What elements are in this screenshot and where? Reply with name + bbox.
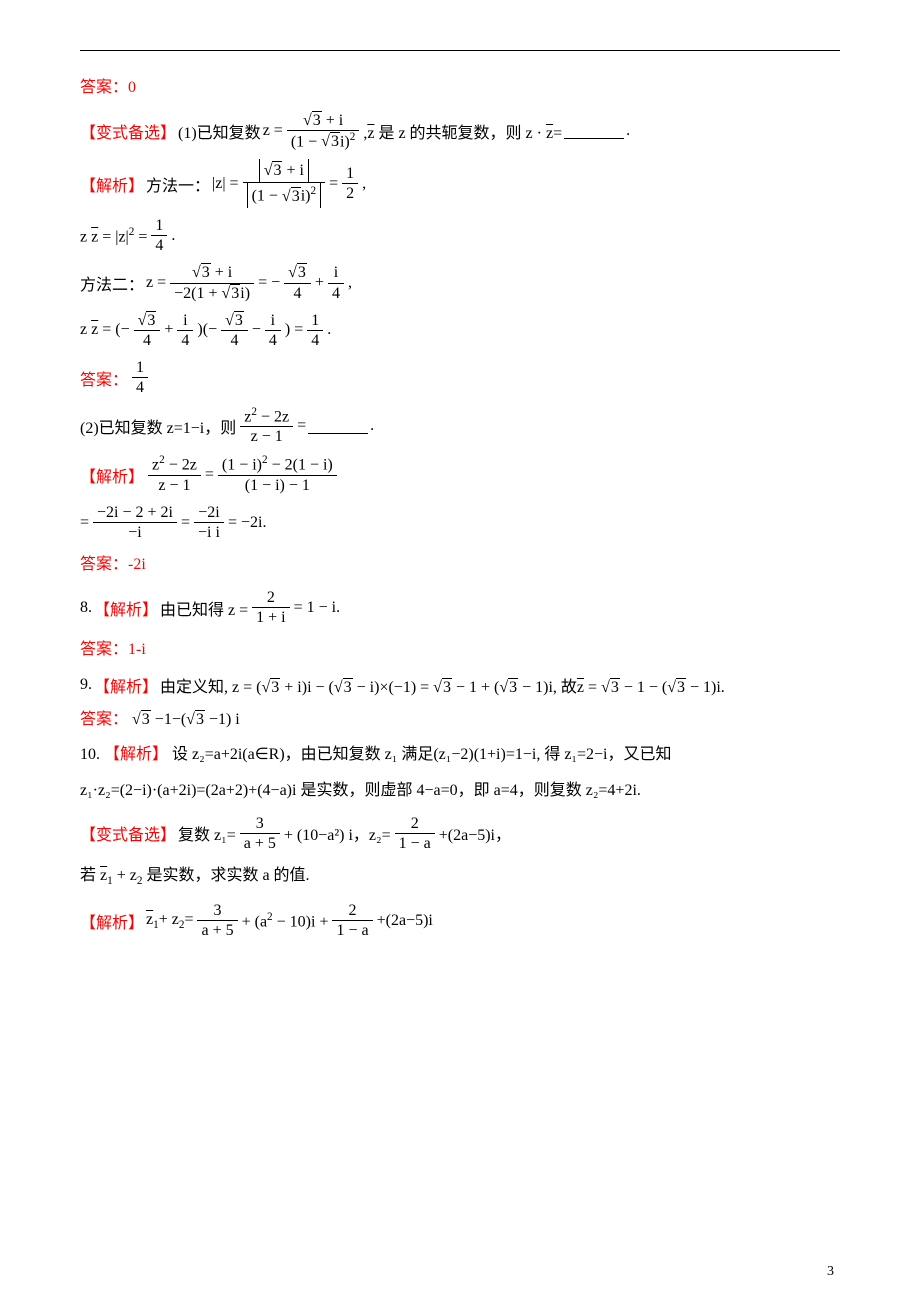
text: ,z 是 z 的共轭复数，则 z · z=: [363, 119, 562, 143]
fraction: 3 + i −2(1 + 3i): [170, 263, 254, 302]
text: + (10−a²) i，z₂=: [284, 821, 391, 845]
fraction: i4: [328, 263, 344, 302]
analysis-2: 【解析】 z2 − 2z z − 1 = (1 − i)2 − 2(1 − i)…: [80, 454, 840, 495]
fraction: (1 − i)2 − 2(1 − i) (1 − i) − 1: [218, 454, 337, 495]
text: .: [626, 122, 630, 140]
text: =: [80, 514, 89, 532]
text: +: [315, 274, 324, 292]
text: z =: [146, 274, 166, 292]
analysis-method2: 方法二： z = 3 + i −2(1 + 3i) = − 34 + i4 ,: [80, 263, 840, 302]
numerator: 3 + i: [287, 111, 360, 131]
variant-2-line1: 【变式备选】 复数 z₁= 3a + 5 + (10−a²) i，z₂= 21 …: [80, 814, 840, 853]
sqrt: 3: [303, 111, 322, 130]
text: z z = (−: [80, 321, 130, 339]
denominator: (1 − 3i)2: [243, 183, 326, 208]
text: z1+ z2=: [146, 911, 193, 931]
answer-9: 答案： 3 −1−(3 −1) i: [80, 707, 840, 733]
text: z z = |z|2 =: [80, 226, 147, 246]
text: ,: [348, 274, 352, 292]
variant-1-question: 【变式备选】 (1)已知复数 z = 3 + i (1 − 3i)2 ,z 是 …: [80, 111, 840, 152]
text: −: [252, 321, 261, 339]
blank-fill: [308, 417, 368, 434]
numerator: 3 + i: [243, 159, 326, 183]
text: z =: [263, 122, 283, 140]
variant-label: 【变式备选】: [80, 119, 176, 143]
variant-2-line2: 若 z1 + z2 是实数，求实数 a 的值.: [80, 863, 840, 891]
fraction: 12: [342, 164, 358, 203]
analysis-label: 【解析】: [94, 596, 158, 620]
text: =: [181, 514, 190, 532]
page-number: 3: [827, 1264, 834, 1280]
analysis-2b: = −2i − 2 + 2i−i = −2i−i i = −2i.: [80, 503, 840, 542]
question-9: 9. 【解析】 由定义知, z = (3 + i)i − (3 − i)×(−1…: [80, 673, 840, 697]
text: 9.: [80, 676, 92, 694]
text: 方法二：: [80, 271, 144, 295]
blank-fill: [564, 122, 624, 139]
text: 方法一：: [146, 172, 210, 196]
text: |z| =: [212, 175, 239, 193]
question-10-line2: z₁·z₂=(2−i)·(a+2i)=(2a+2)+(4−a)i 是实数，则虚部…: [80, 778, 840, 804]
analysis-label: 【解析】: [80, 463, 144, 487]
text: ) =: [285, 321, 303, 339]
text: 3 −1−(3 −1) i: [132, 711, 240, 728]
text: =: [297, 417, 306, 435]
text: .: [370, 417, 374, 435]
variant-label: 【变式备选】: [80, 821, 176, 845]
text: .: [171, 227, 175, 245]
question-10-line1: 10. 【解析】 设 z₂=a+2i(a∈R)，由已知复数 z₁ 满足(z₁−2…: [80, 742, 840, 768]
fraction: 14: [132, 358, 148, 397]
text: =: [329, 175, 338, 193]
text: )(−: [197, 321, 217, 339]
text: +(2a−5)i，: [439, 821, 511, 845]
analysis-label: 【解析】: [94, 673, 158, 697]
analysis-label: 【解析】: [80, 172, 144, 196]
analysis-method1: 【解析】 方法一： |z| = 3 + i (1 − 3i)2 = 12 ,: [80, 159, 840, 208]
answer-8: 答案：1-i: [80, 637, 840, 663]
text: = 1 − i.: [294, 599, 341, 617]
text: 由定义知, z = (3 + i)i − (3 − i)×(−1) = 3 − …: [160, 673, 725, 697]
analysis-method1b: z z = |z|2 = 14 .: [80, 216, 840, 255]
question-8: 8. 【解析】 由已知得 z = 21 + i = 1 − i.: [80, 588, 840, 627]
answer-label: 答案：: [80, 366, 128, 390]
document-page: 答案：0 【变式备选】 (1)已知复数 z = 3 + i (1 − 3i)2 …: [0, 0, 920, 988]
text: = −2i.: [228, 514, 267, 532]
analysis-label: 【解析】: [104, 746, 168, 763]
text: ,: [362, 175, 366, 193]
analysis-label: 【解析】: [80, 909, 144, 933]
text: (2)已知复数 z=1−i，则: [80, 414, 236, 438]
text: 设 z₂=a+2i(a∈R)，由已知复数 z₁ 满足(z₁−2)(1+i)=1−…: [172, 746, 671, 763]
text: =: [205, 466, 214, 484]
top-rule: [80, 50, 840, 51]
text: + (a2 − 10)i +: [242, 911, 329, 931]
text: 10.: [80, 746, 100, 763]
fraction: 3 + i (1 − 3i)2: [287, 111, 360, 152]
answer-0: 答案：0: [80, 75, 840, 101]
text: .: [327, 321, 331, 339]
text: (1)已知复数: [178, 119, 261, 143]
text: 复数 z₁=: [178, 821, 236, 845]
analysis-method2b: z z = (− 34 + i4 )(− 34 − i4 ) = 14 .: [80, 311, 840, 350]
fraction: 34: [284, 263, 311, 302]
question-2: (2)已知复数 z=1−i，则 z2 − 2z z − 1 = .: [80, 406, 840, 447]
text: 8.: [80, 599, 92, 617]
fraction: 14: [151, 216, 167, 255]
text: 由已知得 z =: [160, 596, 248, 620]
answer-1: 答案： 14: [80, 358, 840, 397]
text: = −: [258, 274, 280, 292]
analysis-3: 【解析】 z1+ z2= 3a + 5 + (a2 − 10)i + 21 − …: [80, 901, 840, 940]
text: +: [164, 321, 173, 339]
fraction: z2 − 2z z − 1: [148, 454, 201, 495]
answer-label: 答案：: [80, 711, 128, 728]
answer-2: 答案：-2i: [80, 552, 840, 578]
text: +(2a−5)i: [377, 912, 433, 930]
denominator: (1 − 3i)2: [287, 131, 360, 152]
fraction: z2 − 2z z − 1: [240, 406, 293, 447]
fraction: 3 + i (1 − 3i)2: [243, 159, 326, 208]
